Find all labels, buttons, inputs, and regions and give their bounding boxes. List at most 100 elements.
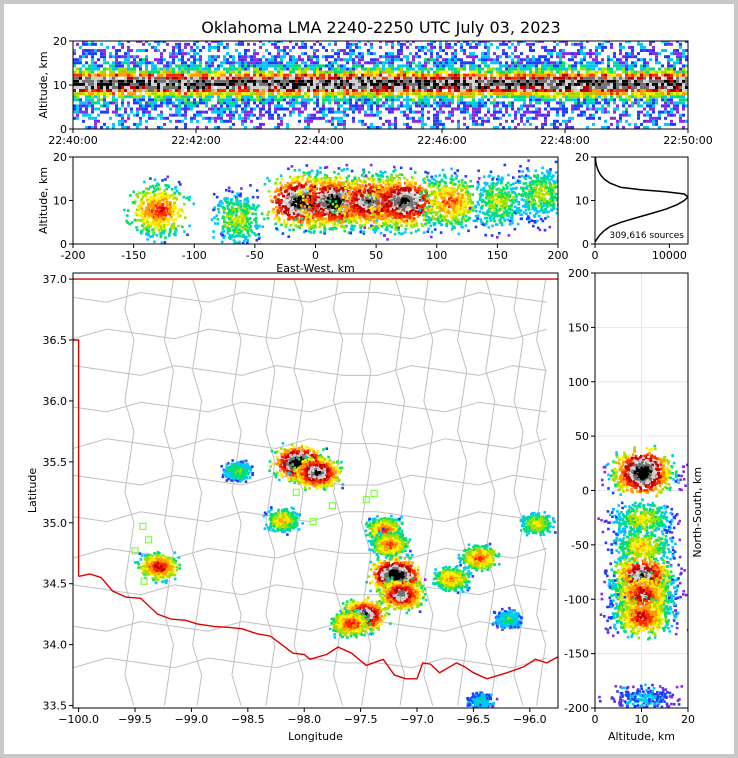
ew-altitude-cell — [135, 193, 138, 197]
ew-altitude-cell — [275, 182, 279, 186]
time-altitude-cell — [592, 116, 595, 120]
time-altitude-cell — [583, 98, 586, 102]
time-altitude-cell — [208, 49, 211, 52]
time-altitude-cell — [196, 110, 199, 114]
time-altitude-cell — [151, 67, 154, 71]
time-altitude-cell — [424, 73, 427, 77]
ew-altitude-cell — [163, 210, 166, 213]
time-altitude-cell — [652, 116, 655, 120]
time-altitude-cell — [175, 64, 178, 68]
time-altitude-cell — [103, 110, 106, 114]
time-altitude-cell — [286, 122, 289, 126]
time-altitude-cell — [94, 49, 97, 52]
time-altitude-cell — [577, 104, 580, 108]
time-altitude-cell — [268, 61, 271, 65]
time-altitude-cell — [598, 92, 601, 96]
time-altitude-cell — [403, 113, 406, 117]
time-altitude-cell — [469, 86, 472, 89]
time-altitude-cell — [580, 113, 583, 117]
time-altitude-cell — [667, 113, 670, 117]
time-altitude-cell — [148, 86, 151, 89]
time-altitude-cell — [376, 73, 379, 77]
time-altitude-cell — [568, 89, 571, 92]
time-altitude-cell — [277, 116, 280, 120]
time-altitude-cell — [160, 58, 163, 62]
time-altitude-cell — [118, 122, 121, 126]
time-altitude-cell — [487, 45, 490, 49]
time-altitude-cell — [337, 73, 340, 77]
ew-altitude-cell — [240, 208, 243, 212]
time-altitude-cell — [172, 76, 175, 80]
time-altitude-cell — [463, 101, 466, 105]
time-altitude-cell — [442, 95, 445, 99]
time-altitude-cell — [334, 101, 337, 105]
time-altitude-cell — [679, 95, 682, 99]
time-altitude-cell — [598, 82, 601, 86]
time-altitude-cell — [622, 110, 625, 114]
time-altitude-cell — [388, 79, 391, 83]
time-altitude-cell — [682, 82, 685, 86]
time-altitude-cell — [190, 86, 193, 89]
time-altitude-cell — [556, 79, 559, 83]
time-altitude-cell — [454, 49, 457, 52]
time-altitude-cell — [337, 82, 340, 86]
time-altitude-cell — [193, 42, 196, 46]
time-altitude-cell — [439, 61, 442, 65]
time-altitude-cell — [418, 95, 421, 99]
time-altitude-cell — [301, 79, 304, 83]
time-altitude-cell — [193, 70, 196, 74]
time-altitude-cell — [250, 61, 253, 65]
ew-altitude-cell — [239, 204, 243, 208]
time-altitude-cell — [277, 126, 280, 129]
ew-altitude-cell — [215, 214, 219, 217]
time-altitude-cell — [367, 126, 370, 129]
time-altitude-cell — [196, 95, 199, 99]
time-altitude-cell — [508, 126, 511, 129]
time-altitude-cell — [517, 58, 520, 62]
time-altitude-cell — [244, 86, 247, 89]
time-altitude-cell — [205, 98, 208, 102]
time-altitude-cell — [616, 73, 619, 77]
ew-altitude-cell — [163, 230, 167, 233]
time-altitude-cell — [220, 110, 223, 114]
time-altitude-cell — [493, 61, 496, 65]
time-altitude-cell — [664, 42, 667, 46]
time-altitude-cell — [226, 67, 229, 71]
time-altitude-cell — [664, 116, 667, 120]
time-altitude-cell — [481, 95, 484, 99]
time-altitude-cell — [211, 61, 214, 65]
time-altitude-cell — [370, 92, 373, 96]
time-altitude-cell — [199, 58, 202, 62]
ew-altitude-cell — [157, 186, 160, 189]
time-altitude-cell — [103, 61, 106, 65]
ew-altitude-cell — [168, 217, 172, 220]
time-altitude-cell — [304, 70, 307, 74]
time-altitude-cell — [202, 86, 205, 89]
time-altitude-cell — [376, 95, 379, 99]
time-altitude-cell — [310, 116, 313, 120]
time-altitude-cell — [604, 70, 607, 74]
ew-altitude-cell — [229, 237, 232, 241]
ew-altitude-cell — [162, 198, 165, 201]
time-altitude-cell — [460, 49, 463, 52]
time-altitude-cell — [85, 42, 88, 46]
ew-altitude-cell — [147, 216, 151, 220]
time-altitude-cell — [298, 101, 301, 105]
time-altitude-cell — [256, 58, 259, 62]
time-altitude-cell — [322, 104, 325, 108]
time-altitude-cell — [142, 86, 145, 89]
time-altitude-cell — [253, 89, 256, 92]
time-altitude-cell — [361, 86, 364, 89]
ew-altitude-cell — [238, 200, 242, 203]
ew-altitude-cell — [236, 241, 239, 244]
time-altitude-cell — [88, 113, 91, 117]
time-altitude-cell — [157, 98, 160, 102]
time-altitude-cell — [601, 89, 604, 92]
time-altitude-cell — [415, 73, 418, 77]
time-altitude-cell — [358, 76, 361, 80]
time-altitude-cell — [565, 89, 568, 92]
time-altitude-cell — [127, 70, 130, 74]
time-altitude-cell — [76, 58, 79, 62]
ew-altitude-cell — [173, 209, 176, 212]
time-altitude-cell — [508, 70, 511, 74]
